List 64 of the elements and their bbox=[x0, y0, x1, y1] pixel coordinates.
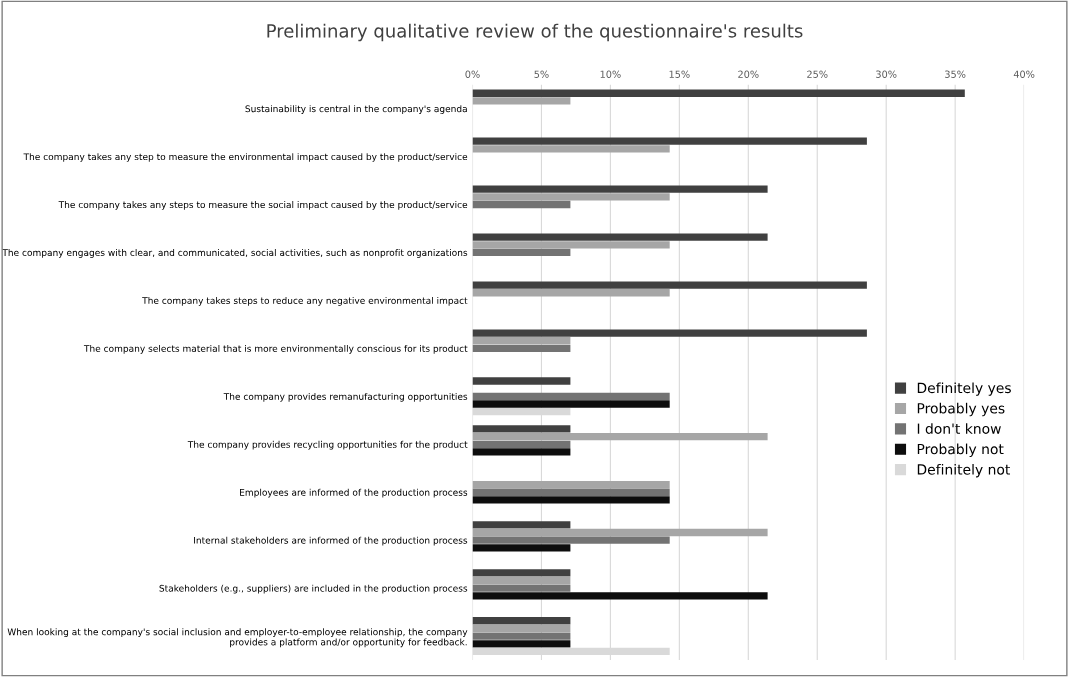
bar bbox=[472, 592, 768, 600]
bar bbox=[472, 536, 670, 544]
bar bbox=[472, 496, 670, 504]
bar bbox=[472, 544, 571, 552]
chart-title: Preliminary qualitative review of the questionnaire's results bbox=[267, 23, 803, 42]
y-tick-label: Stakeholders (e.g., suppliers) are included in the production process bbox=[159, 584, 468, 594]
y-tick-label: The company provides recycling opportunities for the product bbox=[187, 440, 468, 450]
x-tick-label: 40% bbox=[1013, 70, 1035, 78]
bar bbox=[472, 200, 571, 209]
bar bbox=[472, 480, 670, 489]
y-tick-label: Employees are informed of the production process bbox=[240, 488, 468, 498]
bar bbox=[472, 432, 768, 441]
legend-label: Definitely not bbox=[917, 463, 1011, 478]
bar bbox=[472, 344, 571, 353]
bar bbox=[472, 145, 670, 153]
y-tick-label: The company provides remanufacturing opportunities bbox=[223, 392, 468, 402]
x-tick-label: 5% bbox=[534, 70, 549, 78]
y-tick-label: The company engages with clear, and communicated, social activities, such as nonprofit organizations bbox=[2, 249, 468, 258]
bar bbox=[472, 185, 768, 193]
bar bbox=[472, 241, 670, 249]
bar bbox=[472, 425, 571, 433]
bar bbox=[472, 488, 670, 496]
bar bbox=[472, 377, 571, 385]
y-tick-label: The company selects material that is more environmentally conscious for its product bbox=[83, 344, 468, 354]
x-tick-label: 15% bbox=[669, 70, 690, 78]
bar bbox=[472, 624, 571, 633]
bar bbox=[472, 632, 571, 640]
bar bbox=[472, 89, 965, 97]
y-tick-label: The company takes steps to reduce any negative environmental impact bbox=[142, 296, 468, 306]
y-tick-label: Sustainability is central in the company's agenda bbox=[245, 105, 467, 114]
bar bbox=[472, 281, 867, 289]
bar bbox=[472, 569, 571, 577]
bar bbox=[472, 97, 571, 105]
bar bbox=[472, 440, 571, 448]
bar bbox=[472, 193, 670, 201]
x-tick-label: 20% bbox=[738, 70, 759, 78]
bar bbox=[472, 233, 768, 241]
legend-label: Probably not bbox=[917, 443, 1004, 457]
bar bbox=[472, 528, 768, 537]
legend-label: I don't know bbox=[917, 423, 1001, 434]
bar bbox=[472, 521, 571, 529]
bar bbox=[472, 337, 571, 345]
legend-label: Definitely yes bbox=[917, 382, 1011, 396]
bar bbox=[472, 392, 670, 400]
x-tick-label: 30% bbox=[876, 70, 897, 78]
bar bbox=[472, 137, 867, 145]
y-tick-label: When looking at the company's social inclusion and employer-to-employee relationship, the company provides a platform and/or opportunity for feedback. bbox=[7, 628, 468, 648]
bar bbox=[472, 400, 670, 408]
y-tick-label: The company takes any steps to measure the social impact caused by the product/service bbox=[58, 201, 468, 210]
bar bbox=[472, 448, 571, 456]
bar bbox=[472, 329, 867, 337]
bar bbox=[472, 248, 571, 257]
x-tick-label: 25% bbox=[807, 70, 828, 78]
bar bbox=[472, 640, 571, 648]
legend-label: Probably yes bbox=[917, 402, 1005, 417]
bar bbox=[472, 617, 571, 625]
bar bbox=[472, 576, 571, 585]
y-tick-label: Internal stakeholders are informed of the production process bbox=[194, 536, 468, 546]
x-tick-label: 35% bbox=[945, 70, 966, 78]
bar bbox=[472, 584, 571, 592]
x-tick-label: 10% bbox=[600, 70, 621, 78]
x-tick-label: 0% bbox=[465, 70, 480, 78]
y-tick-label: The company takes any step to measure the environmental impact caused by the product/service bbox=[23, 153, 468, 162]
bar bbox=[472, 289, 670, 297]
